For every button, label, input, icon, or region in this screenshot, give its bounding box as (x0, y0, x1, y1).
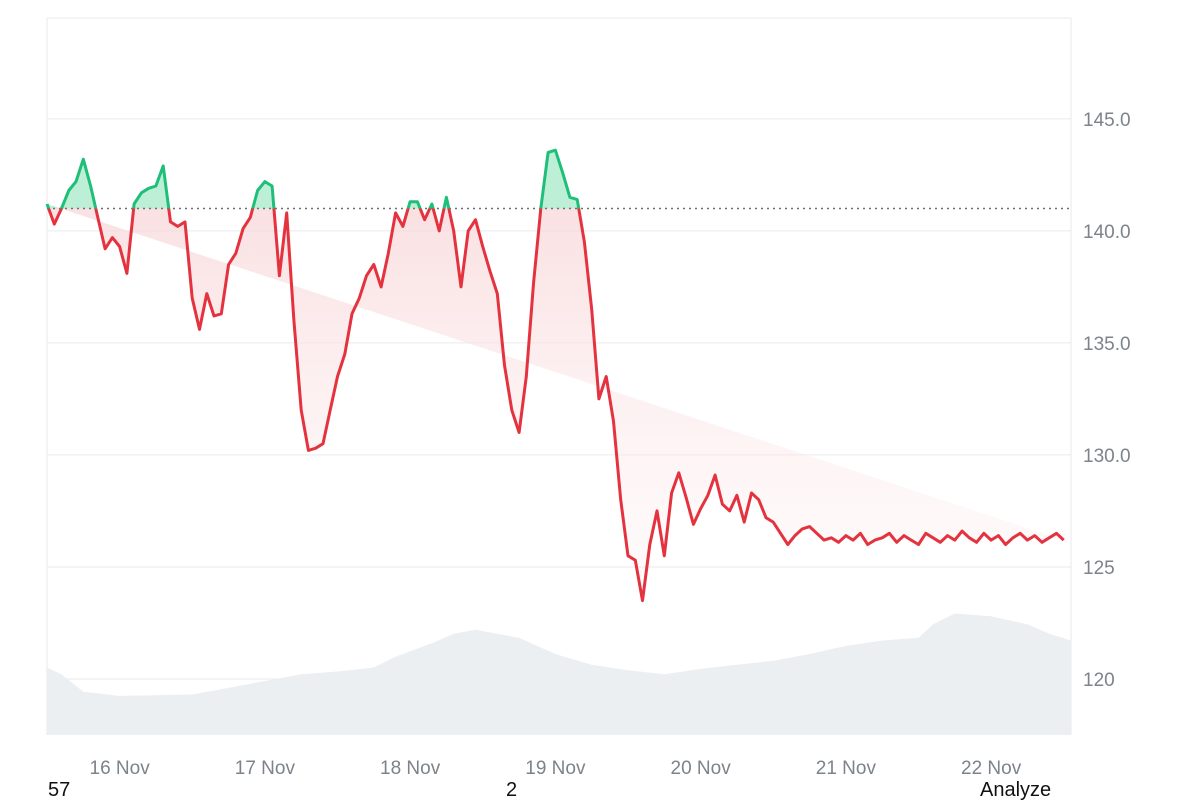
y-tick-label: 140.0 (1083, 222, 1131, 243)
y-tick-label: 125 (1083, 558, 1115, 579)
y-tick-label: 145.0 (1083, 110, 1131, 131)
x-tick-label: 16 Nov (90, 758, 151, 779)
price-line-below-baseline (47, 208, 1065, 603)
x-axis-ticks: 16 Nov 17 Nov 18 Nov 19 Nov 20 Nov 21 Nov 22 N… (90, 758, 1022, 779)
y-tick-label: 120 (1083, 670, 1115, 691)
footer-middle-value: 2 (506, 779, 518, 801)
y-tick-label: 135.0 (1083, 334, 1131, 355)
y-axis-ticks: 145.0 140.0 135.0 130.0 125 120 (1083, 110, 1131, 691)
chart-frame (46, 17, 1072, 735)
x-tick-label: 18 Nov (380, 758, 441, 779)
price-line-above-baseline (45, 148, 581, 209)
x-tick-label: 22 Nov (961, 758, 1022, 779)
x-tick-label: 21 Nov (816, 758, 877, 779)
x-tick-label: 17 Nov (235, 758, 296, 779)
x-tick-label: 19 Nov (525, 758, 586, 779)
footer-left-value: 57 (48, 779, 71, 801)
x-tick-label: 20 Nov (671, 758, 732, 779)
area-below-baseline (48, 208, 1064, 601)
analyze-button[interactable]: Analyze (980, 779, 1052, 801)
volume-area (47, 613, 1071, 735)
y-tick-label: 130.0 (1083, 446, 1131, 467)
